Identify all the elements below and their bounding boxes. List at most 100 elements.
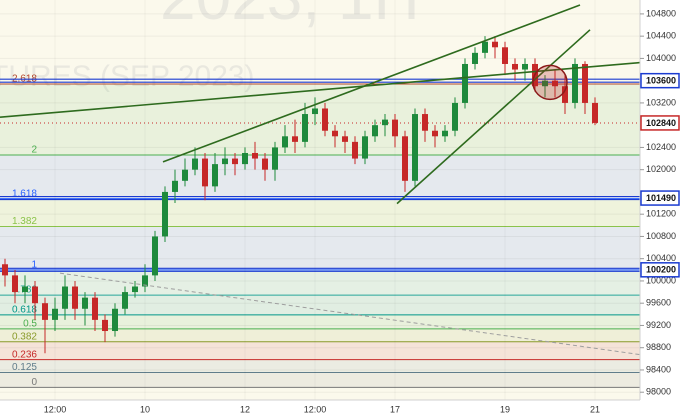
y-tick-label: 104800 bbox=[646, 8, 676, 18]
candle-body bbox=[12, 275, 18, 293]
candle-body bbox=[232, 158, 238, 165]
candle-body bbox=[402, 136, 408, 181]
y-tick-label: 102000 bbox=[646, 164, 676, 174]
price-scale bbox=[640, 0, 680, 420]
candle-body bbox=[302, 114, 308, 142]
candle-body bbox=[82, 297, 88, 309]
candle-body bbox=[492, 41, 498, 48]
candle-body bbox=[192, 158, 198, 170]
candle-body bbox=[72, 286, 78, 309]
fib-band bbox=[0, 295, 640, 315]
candle-body bbox=[582, 63, 588, 103]
y-tick-label: 100000 bbox=[646, 275, 676, 285]
candle-body bbox=[252, 152, 258, 159]
fib-band bbox=[0, 359, 640, 373]
fib-band bbox=[0, 269, 640, 296]
x-tick-label: 21 bbox=[590, 404, 600, 414]
fib-label: 0.618 bbox=[12, 305, 37, 316]
price-label: 101490 bbox=[646, 193, 676, 203]
trend-line bbox=[162, 4, 581, 163]
candle-body bbox=[392, 119, 398, 137]
price-label-box bbox=[640, 190, 680, 206]
price-label-box bbox=[640, 115, 680, 131]
candle-body bbox=[62, 286, 68, 309]
y-tick-label: 100400 bbox=[646, 253, 676, 263]
candle-body bbox=[512, 63, 518, 70]
fib-band bbox=[0, 341, 640, 360]
y-tick-label: 98000 bbox=[646, 387, 671, 397]
candle-body bbox=[482, 41, 488, 53]
x-tick-label: 19 bbox=[500, 404, 510, 414]
candle-body bbox=[92, 297, 98, 320]
candle-body bbox=[292, 136, 298, 142]
price-label-box bbox=[640, 262, 680, 278]
y-tick-label: 100800 bbox=[646, 231, 676, 241]
candle-body bbox=[112, 308, 118, 332]
watermark: 2023, 1H bbox=[160, 0, 420, 33]
fib-label: 0.125 bbox=[12, 362, 37, 373]
price-label: 103600 bbox=[646, 76, 676, 86]
candle-body bbox=[322, 108, 328, 131]
candle-body bbox=[52, 308, 58, 320]
fib-band bbox=[0, 84, 640, 155]
candle-body bbox=[142, 275, 148, 287]
candle-body bbox=[542, 80, 548, 87]
x-tick-label: 12 bbox=[240, 404, 250, 414]
fib-label: 0.5 bbox=[23, 318, 37, 329]
candle-body bbox=[182, 169, 188, 181]
candle-body bbox=[592, 102, 598, 123]
price-label-box bbox=[640, 72, 680, 89]
candle-body bbox=[162, 191, 168, 237]
y-tick-label: 104400 bbox=[646, 31, 676, 41]
candle-body bbox=[462, 63, 468, 103]
price-label: 100200 bbox=[646, 265, 676, 275]
x-tick-label: 12:00 bbox=[44, 404, 67, 414]
time-scale bbox=[0, 400, 640, 420]
candle-body bbox=[442, 130, 448, 137]
candle-body bbox=[202, 158, 208, 187]
candle-body bbox=[362, 136, 368, 159]
fib-label: 0.236 bbox=[12, 349, 37, 360]
candle-body bbox=[342, 136, 348, 142]
y-tick-label: 103200 bbox=[646, 97, 676, 107]
fib-band bbox=[0, 154, 640, 199]
candle-body bbox=[412, 114, 418, 181]
candle-body bbox=[212, 164, 218, 187]
candle-body bbox=[272, 147, 278, 170]
candle-body bbox=[352, 141, 358, 159]
x-tick-label: 17 bbox=[390, 404, 400, 414]
candle-body bbox=[472, 52, 478, 64]
candle-body bbox=[382, 119, 388, 126]
candle-body bbox=[372, 125, 378, 137]
fib-band bbox=[0, 328, 640, 342]
candle-body bbox=[32, 286, 38, 304]
fib-label: 1.382 bbox=[12, 216, 37, 227]
highlight-circle bbox=[532, 64, 568, 101]
candle-body bbox=[2, 264, 8, 276]
fib-band bbox=[0, 226, 640, 270]
price-label: 102840 bbox=[646, 118, 676, 128]
candle-body bbox=[452, 102, 458, 131]
fib-label: 2 bbox=[31, 145, 37, 156]
candle-body bbox=[522, 63, 528, 70]
candle-body bbox=[572, 63, 578, 103]
candle-body bbox=[332, 130, 338, 137]
candle-body bbox=[102, 319, 108, 332]
y-tick-label: 104000 bbox=[646, 53, 676, 63]
y-tick-label: 99600 bbox=[646, 298, 671, 308]
fib-label: 0.382 bbox=[12, 331, 37, 342]
candle-body bbox=[172, 180, 178, 192]
candle-body bbox=[282, 136, 288, 148]
y-tick-label: 98400 bbox=[646, 364, 671, 374]
fib-band bbox=[0, 198, 640, 227]
candle-body bbox=[42, 303, 48, 320]
candle-body bbox=[152, 236, 158, 276]
plot-area: 2023, 1HTURES (SEP 2023)2.61821.6181.382… bbox=[0, 0, 640, 400]
x-tick-label: 10 bbox=[140, 404, 150, 414]
candle-body bbox=[312, 108, 318, 115]
fib-label: 1.618 bbox=[12, 188, 37, 199]
axes: 98000 98400 98800 99200 99600 100000 100400 100… bbox=[44, 8, 680, 414]
watermark: TURES (SEP 2023) bbox=[0, 60, 255, 93]
fib-label: 0 bbox=[31, 377, 37, 388]
